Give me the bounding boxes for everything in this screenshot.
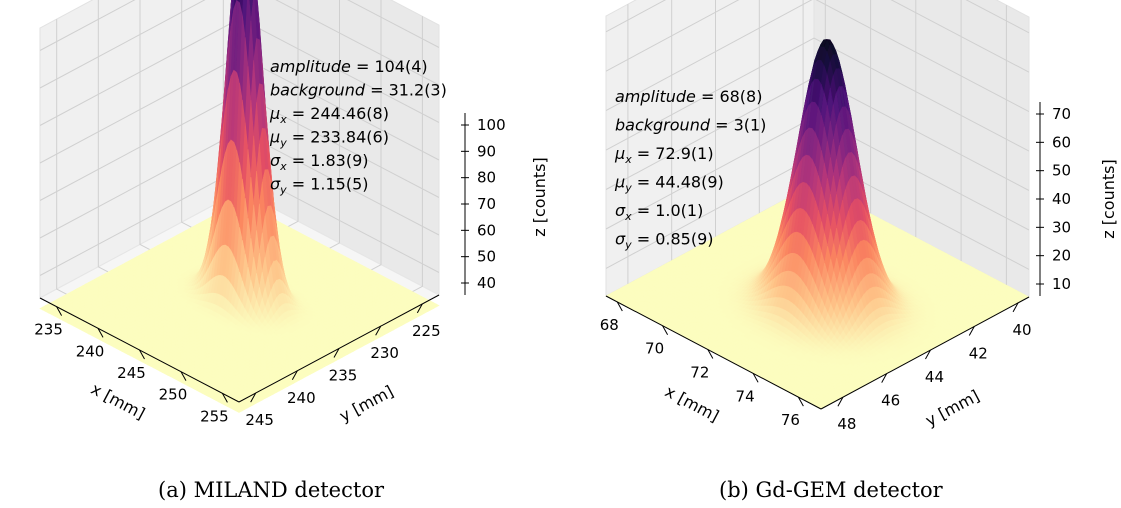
z-grid-line bbox=[39, 0, 440, 89]
z-tick-label: 100 bbox=[477, 116, 506, 134]
z-tick-label: 40 bbox=[477, 274, 496, 292]
y-tick-label: 245 bbox=[245, 411, 274, 429]
fit-parameter-label: μy = 233.84(6) bbox=[269, 128, 389, 150]
fit-parameter-label: μx = 244.46(8) bbox=[269, 104, 389, 126]
fit-parameter-label: amplitude = 104(4) bbox=[270, 57, 428, 76]
y-tick-label: 235 bbox=[329, 367, 358, 385]
z-axis-label: z [counts] bbox=[530, 157, 549, 236]
x-tick-label: 240 bbox=[76, 342, 105, 360]
x-tick-label: 235 bbox=[34, 321, 63, 339]
x-tick-label: 255 bbox=[200, 407, 229, 425]
z-tick-label: 50 bbox=[477, 248, 496, 266]
x-tick-label: 245 bbox=[117, 364, 146, 382]
x-tick-label: 250 bbox=[159, 386, 188, 404]
z-tick-label: 90 bbox=[477, 142, 496, 160]
z-tick-label: 80 bbox=[477, 169, 496, 187]
z-grid-line bbox=[39, 0, 440, 51]
y-tick-label: 240 bbox=[287, 389, 316, 407]
gaussian-surface bbox=[39, 0, 440, 413]
y-tick-label: 225 bbox=[412, 322, 441, 340]
surface-plot-miland: 235 240 245 250 255 225 230 235 240 245 40 50 60 70 80… bbox=[34, 0, 549, 429]
x-axis-label: x [mm] bbox=[88, 379, 148, 423]
fit-parameter-label: background = 31.2(3) bbox=[270, 81, 447, 100]
z-tick-label: 60 bbox=[477, 221, 496, 239]
z-tick-label: 70 bbox=[477, 195, 496, 213]
y-tick-label: 230 bbox=[370, 344, 399, 362]
y-axis-label: y [mm] bbox=[336, 382, 396, 426]
